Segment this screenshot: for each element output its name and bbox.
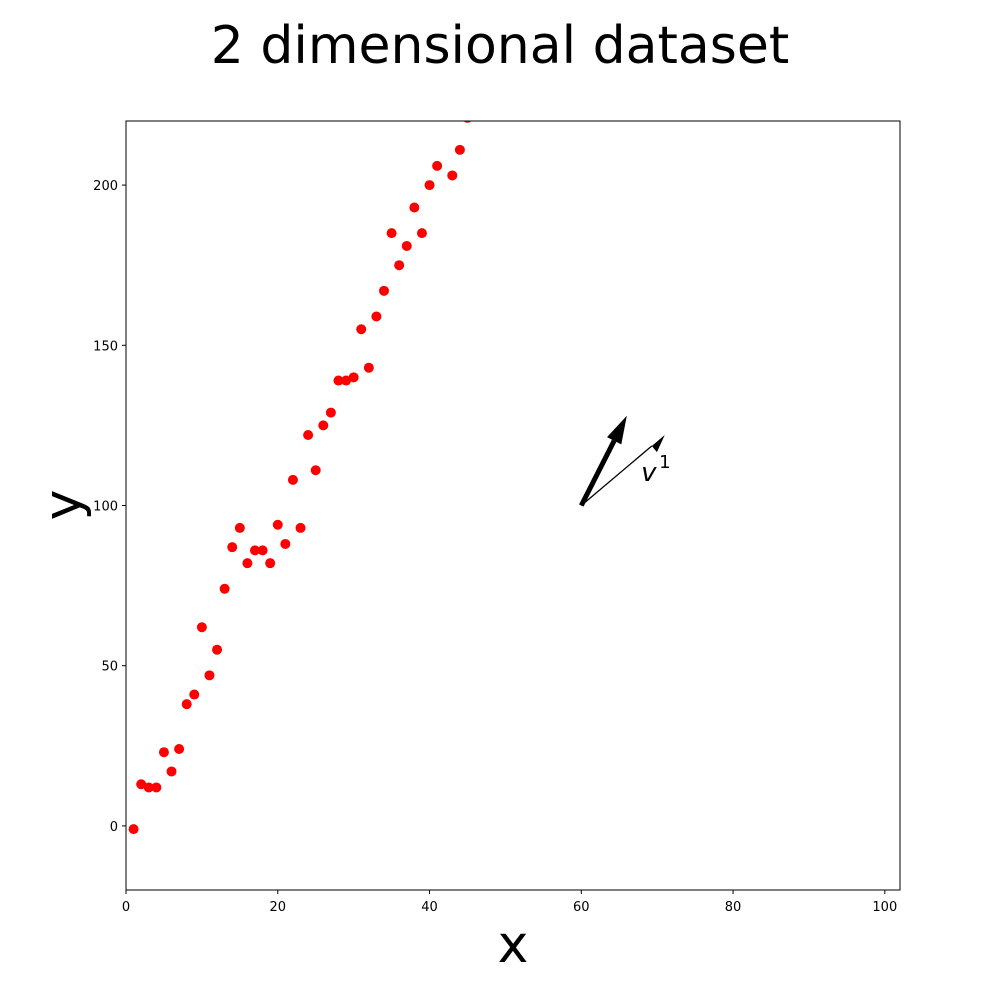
data-point (166, 766, 177, 777)
data-point (242, 558, 253, 569)
vector-label: v (641, 458, 657, 488)
data-point (272, 519, 283, 530)
y-axis-label: y (33, 490, 93, 521)
data-point (196, 622, 207, 633)
data-point (143, 782, 154, 793)
data-point (416, 228, 427, 239)
x-axis-ticks: 0 20 40 60 80 100 (122, 890, 897, 915)
data-point (409, 202, 420, 213)
data-point (447, 170, 458, 181)
y-tick-label: 200 (93, 179, 118, 194)
x-axis-label: x (498, 915, 529, 975)
y-tick-label: 100 (93, 500, 118, 515)
y-tick-label: 0 (110, 820, 118, 835)
data-point (356, 324, 367, 335)
chart-title: 2 dimensional dataset (211, 16, 789, 76)
data-point (234, 522, 245, 533)
data-point (128, 824, 139, 835)
data-point (219, 583, 230, 594)
data-point (204, 670, 215, 681)
data-point (394, 260, 405, 271)
y-tick-label: 150 (93, 339, 118, 354)
data-point (432, 160, 443, 171)
data-point (303, 430, 314, 441)
x-tick-label: 60 (573, 900, 590, 915)
points-layer (128, 121, 472, 835)
data-point (227, 542, 238, 553)
data-point (371, 311, 382, 322)
data-point (257, 545, 268, 556)
data-point (333, 375, 344, 386)
x-tick-label: 20 (269, 900, 286, 915)
data-point (325, 407, 336, 418)
thick-arrow (579, 415, 627, 507)
data-point (265, 558, 276, 569)
data-point (454, 144, 465, 155)
data-point (424, 180, 435, 191)
data-point (158, 747, 169, 758)
data-point (212, 644, 223, 655)
x-tick-label: 0 (122, 900, 130, 915)
data-point (151, 782, 162, 793)
data-point (401, 240, 412, 251)
data-point (280, 538, 291, 549)
thin-arrow (580, 435, 665, 506)
data-point (341, 375, 352, 386)
data-point (310, 465, 321, 476)
data-point (363, 362, 374, 373)
data-point (287, 474, 298, 485)
vector-label-superscript: 1 (659, 452, 670, 473)
data-point (295, 522, 306, 533)
data-point (189, 689, 200, 700)
data-point (348, 372, 359, 383)
x-tick-label: 80 (725, 900, 742, 915)
data-point (386, 228, 397, 239)
data-point (379, 285, 389, 296)
data-point (250, 545, 260, 556)
y-axis-ticks: 0 50 100 150 200 (93, 179, 126, 835)
data-point (318, 420, 329, 431)
data-point (174, 744, 185, 755)
data-point (181, 699, 192, 710)
y-tick-label: 50 (101, 660, 118, 675)
data-point (136, 779, 147, 790)
x-tick-label: 100 (872, 900, 897, 915)
annotation-layer (579, 415, 665, 507)
plot-frame (125, 120, 901, 891)
x-tick-label: 40 (421, 900, 438, 915)
